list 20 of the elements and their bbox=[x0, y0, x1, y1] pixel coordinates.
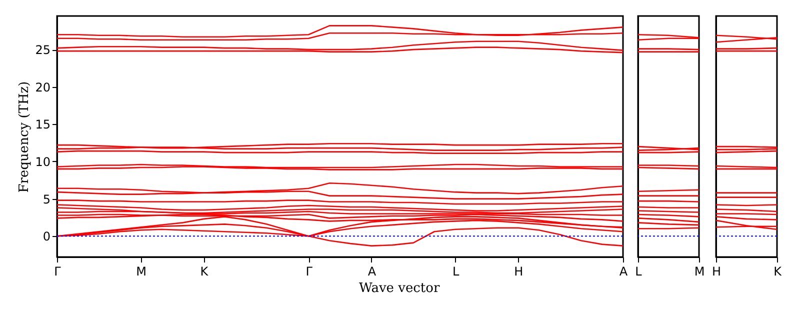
x-tick-label: H bbox=[514, 264, 524, 278]
x-tick-label: A bbox=[368, 264, 377, 278]
x-tick-label: A bbox=[619, 264, 628, 278]
y-tick-label: 25 bbox=[35, 43, 50, 58]
x-tick-label: L bbox=[452, 264, 460, 278]
x-axis-title: Wave vector bbox=[358, 280, 440, 296]
y-tick-label: 20 bbox=[35, 80, 50, 94]
y-tick-label: 15 bbox=[35, 118, 50, 132]
x-tick-label: M bbox=[694, 264, 705, 278]
x-tick-label: K bbox=[200, 264, 210, 278]
x-tick-label: K bbox=[774, 264, 783, 278]
x-tick-label: Γ bbox=[54, 264, 62, 278]
x-tick-label: H bbox=[712, 264, 722, 278]
x-tick-label: L bbox=[635, 264, 642, 278]
y-tick-label: 5 bbox=[42, 192, 50, 206]
y-tick-label: 10 bbox=[35, 154, 50, 169]
x-tick-label: M bbox=[136, 264, 147, 278]
y-axis-title: Frequency (THz) bbox=[17, 81, 32, 193]
y-tick-label: 0 bbox=[42, 230, 50, 244]
x-tick-label: Γ bbox=[306, 264, 313, 278]
